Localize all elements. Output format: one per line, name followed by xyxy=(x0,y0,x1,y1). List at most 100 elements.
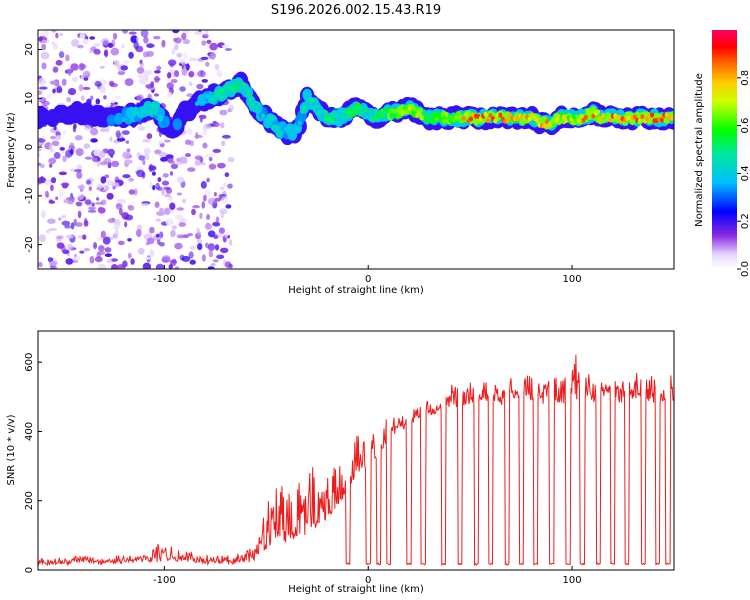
noise-speck xyxy=(213,192,217,197)
spectrogram-image xyxy=(38,30,674,269)
noise-speck xyxy=(147,43,155,48)
noise-speck xyxy=(172,30,180,34)
ridge-blob xyxy=(591,113,596,119)
noise-speck xyxy=(170,78,178,84)
noise-speck xyxy=(83,248,90,252)
noise-speck xyxy=(162,173,169,178)
ridge-blob xyxy=(498,112,503,118)
x-tick-label: -100 xyxy=(153,575,176,586)
noise-speck xyxy=(196,227,200,233)
noise-speck xyxy=(64,225,71,229)
noise-speck xyxy=(169,171,174,176)
noise-speck xyxy=(207,266,215,269)
noise-speck xyxy=(128,31,137,35)
noise-speck xyxy=(194,30,203,35)
ridge-blob xyxy=(146,105,151,110)
noise-speck xyxy=(229,104,234,112)
noise-speck xyxy=(155,182,160,190)
noise-speck xyxy=(38,138,46,143)
colorbar-label: Normalized spectral amplitude xyxy=(694,73,705,227)
ridge-blob xyxy=(579,113,583,119)
noise-speck xyxy=(114,59,120,68)
noise-speck xyxy=(156,65,162,71)
noise-speck xyxy=(106,192,114,200)
noise-speck xyxy=(116,137,126,142)
y-tick-label: -10 xyxy=(24,188,35,204)
ridge-blob xyxy=(483,111,488,117)
noise-speck xyxy=(106,180,114,186)
noise-speck xyxy=(155,218,161,222)
noise-speck xyxy=(38,152,41,158)
ridge-blob xyxy=(640,114,645,120)
noise-speck xyxy=(176,207,184,211)
noise-speck xyxy=(227,157,235,163)
noise-speck xyxy=(107,42,114,48)
noise-speck xyxy=(38,77,47,85)
ridge-blob xyxy=(588,110,593,116)
noise-speck xyxy=(149,249,154,258)
noise-speck xyxy=(182,52,188,59)
noise-speck xyxy=(83,143,91,150)
ridge-blob xyxy=(302,106,307,111)
noise-speck xyxy=(56,235,64,240)
noise-speck xyxy=(223,182,227,188)
noise-speck xyxy=(61,220,71,226)
noise-speck xyxy=(186,128,193,135)
noise-speck xyxy=(189,246,197,250)
noise-speck xyxy=(71,39,79,47)
noise-speck xyxy=(137,74,145,79)
ridge-blob xyxy=(508,112,513,118)
y-tick-label: 0 xyxy=(24,567,35,573)
noise-speck xyxy=(134,188,138,196)
noise-speck xyxy=(82,70,91,79)
noise-speck xyxy=(72,76,78,82)
noise-speck xyxy=(96,160,101,168)
noise-speck xyxy=(107,218,116,223)
noise-speck xyxy=(55,59,63,66)
noise-speck xyxy=(38,180,42,185)
colorbar-tick-label: 0.2 xyxy=(740,213,750,229)
spectrogram-frame xyxy=(37,29,675,270)
ridge-blob xyxy=(151,103,155,109)
noise-speck xyxy=(158,242,165,247)
noise-speck xyxy=(169,202,176,210)
ridge-blob xyxy=(204,93,209,99)
x-tick-label: -100 xyxy=(153,274,176,285)
noise-speck xyxy=(86,179,92,185)
noise-speck xyxy=(97,207,106,214)
noise-speck xyxy=(202,126,207,132)
noise-speck xyxy=(58,51,65,59)
noise-speck xyxy=(224,231,229,239)
noise-speck xyxy=(121,130,130,136)
noise-speck xyxy=(53,152,61,159)
noise-speck xyxy=(103,49,109,57)
noise-speck xyxy=(181,255,191,262)
snr-xlabel: Height of straight line (km) xyxy=(288,584,424,595)
noise-speck xyxy=(197,238,202,244)
noise-speck xyxy=(40,39,50,44)
noise-speck xyxy=(142,159,146,166)
noise-speck xyxy=(179,156,188,164)
noise-speck xyxy=(126,148,131,153)
noise-speck xyxy=(117,198,126,204)
noise-speck xyxy=(205,153,214,158)
noise-speck xyxy=(171,48,176,55)
noise-speck xyxy=(94,80,102,87)
noise-speck xyxy=(104,185,110,191)
ridge-blob xyxy=(290,132,295,137)
noise-speck xyxy=(220,210,225,219)
noise-speck xyxy=(127,238,132,242)
noise-speck xyxy=(178,222,186,227)
ridge-blob xyxy=(346,113,351,119)
ridge-blob xyxy=(505,118,510,124)
noise-speck xyxy=(65,258,74,265)
noise-speck xyxy=(128,51,134,59)
ridge-blob xyxy=(258,106,263,112)
noise-speck xyxy=(167,91,172,98)
noise-speck xyxy=(224,48,232,51)
noise-speck xyxy=(221,134,231,139)
noise-speck xyxy=(122,260,128,268)
ridge-blob xyxy=(542,123,547,129)
noise-speck xyxy=(204,223,212,230)
noise-speck xyxy=(202,142,208,149)
